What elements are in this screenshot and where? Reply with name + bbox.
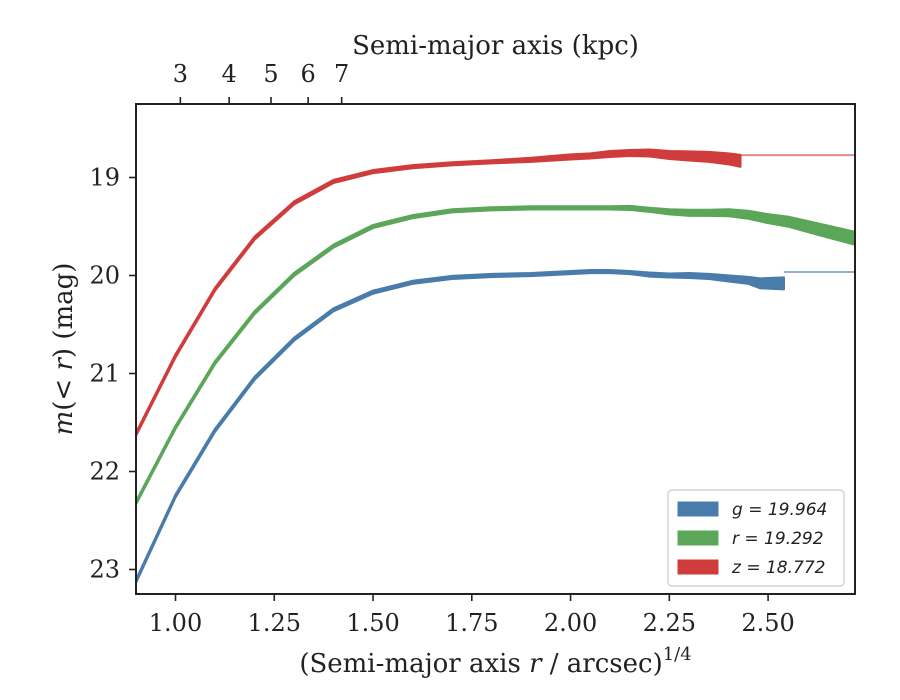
x-tick-label: 1.00 — [149, 609, 202, 637]
x-tick-label: 1.25 — [248, 609, 301, 637]
y-tick-label: 19 — [89, 164, 120, 192]
series-band-r — [136, 204, 855, 506]
series-band-z — [136, 148, 742, 437]
x-tick-label: 2.00 — [544, 609, 597, 637]
y-tick-label: 22 — [89, 458, 120, 486]
x2-tick-label: 5 — [263, 60, 278, 88]
series-group — [136, 148, 855, 584]
series-band-g — [136, 269, 785, 584]
x-axis-title: (Semi-major axis r / arcsec)1/4 — [299, 644, 691, 679]
x2-axis-title: Semi-major axis (kpc) — [352, 31, 639, 61]
legend-label-g: g = 19.964 — [732, 500, 827, 520]
x2-tick-label: 7 — [334, 60, 349, 88]
legend: g = 19.964 r = 19.292 z = 18.772 — [667, 489, 845, 587]
axes: 1.00 1.25 1.50 1.75 2.00 2.25 2.50 3 4 5 6 7 19 20 21 2… — [49, 31, 856, 679]
legend-label-z: z = 18.772 — [731, 558, 825, 578]
x2-tick-label: 4 — [221, 60, 236, 88]
x-tick-label: 1.50 — [346, 609, 399, 637]
x2-tick-label: 3 — [173, 60, 188, 88]
legend-swatch-g — [677, 501, 719, 517]
legend-swatch-z — [677, 559, 719, 575]
y-axis-title: m(< r) (mag) — [49, 263, 79, 436]
x-tick-label: 2.50 — [741, 609, 794, 637]
y-tick-label: 23 — [89, 556, 120, 584]
axes-frame — [135, 103, 856, 595]
legend-swatch-r — [677, 530, 719, 546]
legend-label-r: r = 19.292 — [732, 529, 824, 549]
plot-area — [136, 148, 855, 584]
x-tick-label: 2.25 — [643, 609, 696, 637]
x-tick-label: 1.75 — [445, 609, 498, 637]
y-tick-label: 20 — [89, 262, 120, 290]
x2-tick-label: 6 — [300, 60, 315, 88]
y-tick-label: 21 — [89, 360, 120, 388]
